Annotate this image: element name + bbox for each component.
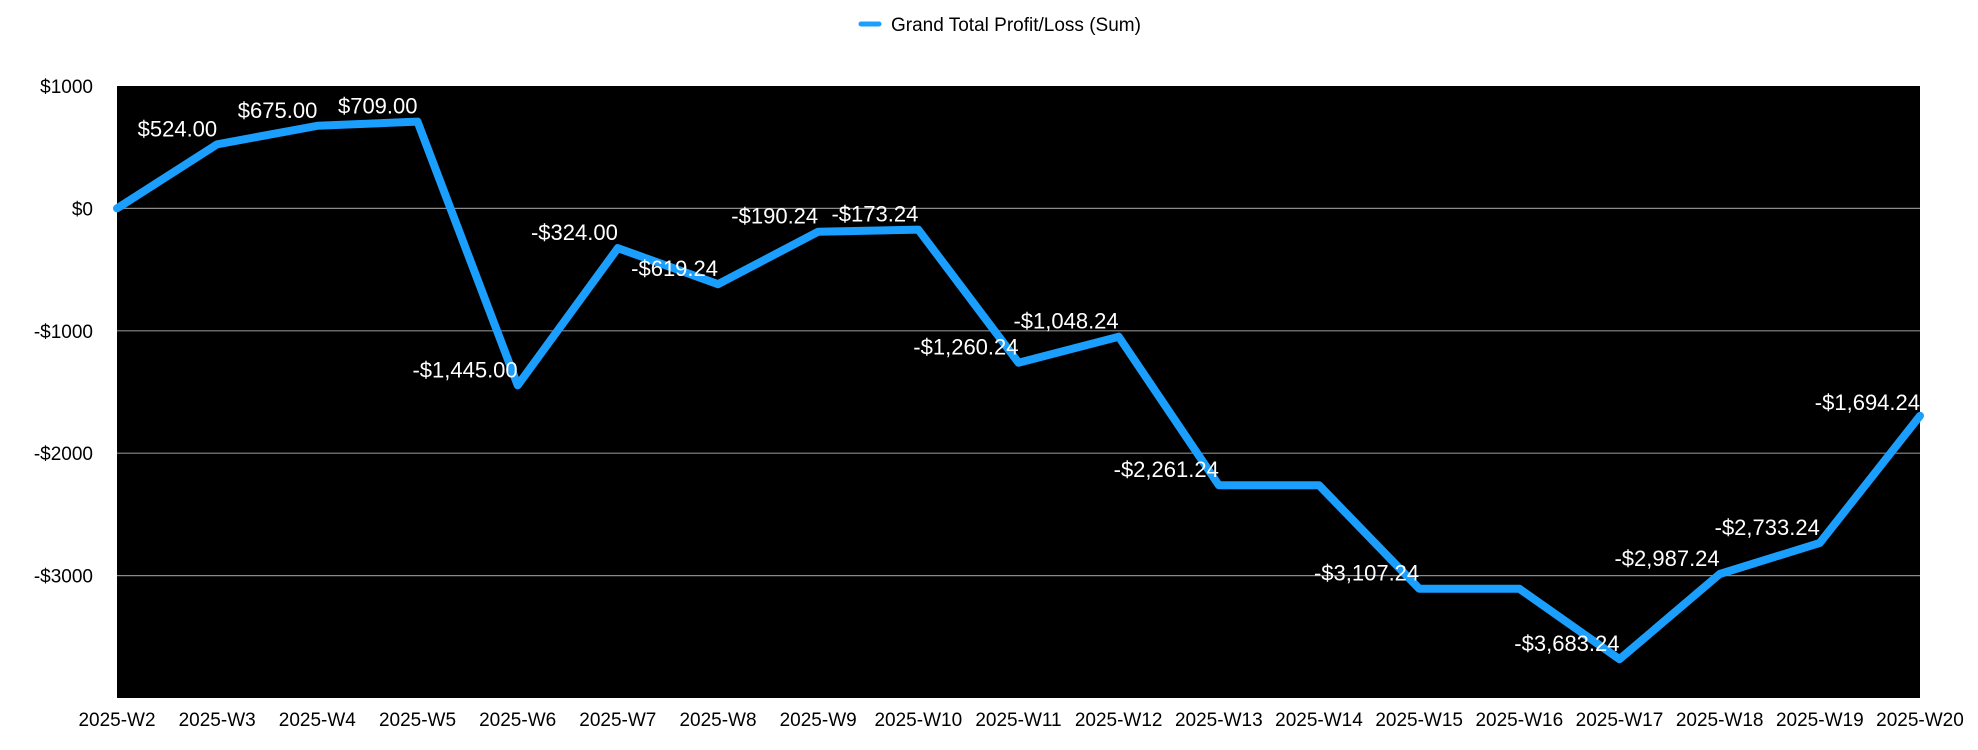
legend-label: Grand Total Profit/Loss (Sum) bbox=[891, 15, 1141, 36]
x-tick-label: 2025-W20 bbox=[1876, 710, 1964, 731]
x-tick-label: 2025-W19 bbox=[1776, 710, 1864, 731]
data-label: -$619.24 bbox=[631, 256, 718, 281]
x-tick-label: 2025-W12 bbox=[1075, 710, 1163, 731]
x-tick-label: 2025-W7 bbox=[579, 710, 656, 731]
data-label: -$1,048.24 bbox=[1013, 309, 1118, 334]
x-tick-label: 2025-W6 bbox=[479, 710, 556, 731]
x-tick-label: 2025-W10 bbox=[874, 710, 962, 731]
y-tick-label: -$1000 bbox=[34, 322, 93, 343]
data-label: -$2,733.24 bbox=[1715, 515, 1820, 540]
data-point bbox=[614, 244, 622, 252]
data-point bbox=[414, 118, 421, 126]
y-tick-label: $1000 bbox=[40, 77, 93, 98]
data-label: -$1,260.24 bbox=[913, 335, 1018, 360]
data-label: -$2,261.24 bbox=[1114, 457, 1219, 482]
x-tick-label: 2025-W14 bbox=[1275, 710, 1363, 731]
data-label: -$324.00 bbox=[531, 220, 618, 245]
legend: Grand Total Profit/Loss (Sum) bbox=[858, 15, 1141, 36]
data-point bbox=[113, 204, 121, 212]
data-label: $524.00 bbox=[138, 116, 218, 141]
data-label: -$190.24 bbox=[731, 204, 818, 229]
x-tick-label: 2025-W17 bbox=[1576, 710, 1664, 731]
x-tick-label: 2025-W2 bbox=[78, 710, 155, 731]
x-tick-label: 2025-W8 bbox=[679, 710, 756, 731]
x-tick-label: 2025-W3 bbox=[179, 710, 256, 731]
gridlines bbox=[117, 207, 1920, 577]
data-point bbox=[1916, 412, 1924, 420]
data-label: -$1,445.00 bbox=[412, 357, 517, 382]
data-label: $675.00 bbox=[238, 98, 318, 123]
data-point bbox=[514, 381, 522, 389]
data-point bbox=[1015, 359, 1022, 367]
data-labels: $524.00$675.00 $709.00-$1,445.00-$324.00-… bbox=[138, 94, 1920, 657]
data-point bbox=[714, 280, 722, 288]
data-point bbox=[1716, 570, 1724, 578]
x-tick-label: 2025-W4 bbox=[279, 710, 357, 731]
data-point bbox=[1115, 333, 1123, 341]
y-axis-ticks: $1000 $0 -$1000 -$2000 -$3000 bbox=[34, 77, 93, 588]
data-point bbox=[1816, 539, 1824, 547]
x-tick-label: 2025-W5 bbox=[379, 710, 456, 731]
data-label: -$2,987.24 bbox=[1614, 546, 1719, 571]
data-point bbox=[1215, 481, 1223, 489]
plot-area bbox=[117, 86, 1920, 698]
data-label: -$3,107.24 bbox=[1314, 561, 1419, 586]
x-axis-ticks: 2025-W2 2025-W3 2025-W4 2025-W5 2025-W6 2025-… bbox=[78, 710, 1963, 731]
data-point bbox=[1315, 481, 1323, 489]
data-point bbox=[814, 228, 822, 236]
x-tick-label: 2025-W15 bbox=[1375, 710, 1463, 731]
x-tick-label: 2025-W11 bbox=[975, 710, 1061, 731]
x-tick-label: 2025-W9 bbox=[780, 710, 857, 731]
y-tick-label: -$2000 bbox=[34, 444, 93, 465]
data-point bbox=[914, 226, 922, 234]
series-points bbox=[113, 118, 1924, 663]
y-tick-label: -$3000 bbox=[34, 567, 93, 588]
data-label: -$1,694.24 bbox=[1815, 390, 1920, 415]
data-point bbox=[1616, 655, 1623, 663]
y-tick-label: $0 bbox=[72, 199, 93, 220]
x-tick-label: 2025-W18 bbox=[1676, 710, 1764, 731]
data-label: $709.00 bbox=[338, 94, 418, 119]
data-point bbox=[1415, 585, 1423, 593]
data-point bbox=[1515, 585, 1523, 593]
data-label: -$173.24 bbox=[831, 202, 918, 227]
data-point bbox=[213, 140, 221, 148]
data-label: -$3,683.24 bbox=[1514, 631, 1619, 656]
data-point bbox=[313, 122, 321, 130]
x-tick-label: 2025-W16 bbox=[1475, 710, 1563, 731]
x-tick-label: 2025-W13 bbox=[1175, 710, 1263, 731]
